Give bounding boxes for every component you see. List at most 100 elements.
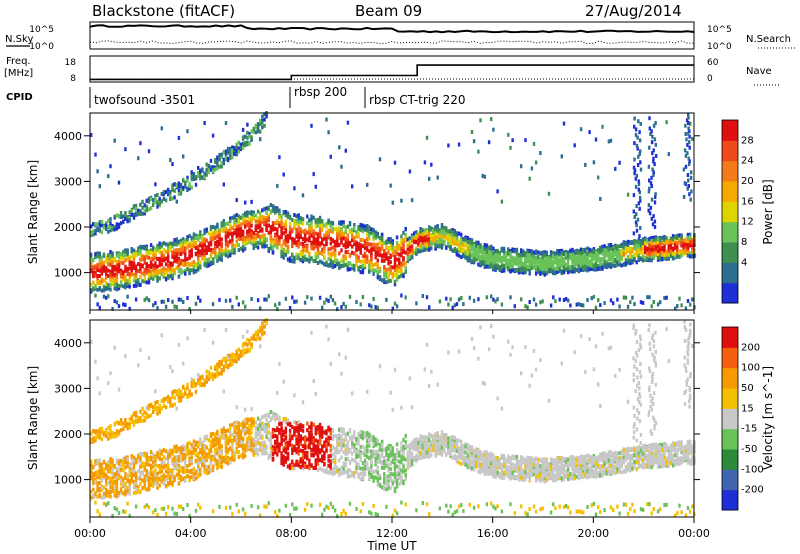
heatmap-cell	[102, 492, 106, 497]
heatmap-cell	[686, 151, 689, 156]
heatmap-cell	[639, 149, 642, 154]
heatmap-cell	[637, 154, 640, 159]
heatmap-cell	[158, 260, 161, 265]
heatmap-cell	[398, 243, 401, 248]
heatmap-cell	[586, 258, 589, 263]
heatmap-cell	[115, 259, 119, 264]
heatmap-cell	[554, 251, 557, 256]
heatmap-cell	[468, 239, 471, 244]
heatmap-cell	[515, 254, 519, 259]
heatmap-cell	[323, 246, 326, 251]
heatmap-cell	[216, 234, 219, 239]
heatmap-cell	[357, 242, 360, 247]
heatmap-cell	[338, 242, 341, 247]
heatmap-cell	[635, 228, 639, 233]
heatmap-cell	[687, 115, 690, 120]
heatmap-cell	[115, 460, 119, 465]
heatmap-cell	[220, 154, 223, 159]
heatmap-cell	[237, 218, 240, 223]
heatmap-cell	[203, 251, 206, 256]
heatmap-cell	[686, 253, 690, 258]
heatmap-cell	[98, 488, 101, 493]
heatmap-cell	[128, 262, 131, 266]
heatmap-cell	[689, 235, 692, 240]
heatmap-cell	[451, 237, 454, 242]
nsky-tick-top: 10^5	[29, 25, 54, 35]
heatmap-cell	[404, 250, 407, 255]
heatmap-cell	[231, 237, 234, 242]
heatmap-cell	[288, 221, 292, 226]
heatmap-cell	[366, 241, 369, 246]
heatmap-cell	[682, 246, 685, 251]
heatmap-cell	[393, 279, 397, 284]
nsearch-tick-top: 10^5	[707, 25, 732, 35]
heatmap-cell	[451, 248, 454, 253]
heatmap-cell	[235, 295, 238, 300]
heatmap-cell	[505, 251, 508, 256]
heatmap-cell	[156, 204, 159, 209]
heatmap-cell	[340, 305, 343, 310]
heatmap-cell	[117, 286, 121, 291]
heatmap-cell	[661, 235, 664, 240]
heatmap-cell	[119, 283, 123, 288]
heatmap-cell	[665, 255, 668, 260]
heatmap-cell	[687, 156, 690, 161]
heatmap-cell	[470, 130, 474, 134]
heatmap-cell	[528, 300, 531, 304]
heatmap-cell	[348, 221, 352, 225]
heatmap-cell	[96, 376, 99, 381]
heatmap-cell	[455, 241, 459, 246]
heatmap-cell	[321, 224, 324, 229]
heatmap-cell	[316, 237, 320, 242]
heatmap-cell	[231, 248, 234, 253]
heatmap-cell	[286, 211, 290, 216]
heatmap-cell	[171, 183, 174, 188]
heatmap-cell	[90, 252, 93, 257]
heatmap-cell	[466, 239, 469, 244]
heatmap-cell	[470, 238, 474, 243]
heatmap-cell	[366, 182, 369, 187]
heatmap-cell	[582, 262, 585, 267]
heatmap-cell	[126, 250, 129, 255]
heatmap-cell	[667, 248, 670, 253]
heatmap-cell	[370, 261, 373, 266]
heatmap-cell	[267, 207, 270, 211]
heatmap-cell	[107, 286, 110, 291]
heatmap-cell	[102, 432, 106, 437]
heatmap-cell	[130, 264, 133, 269]
heatmap-cell	[156, 278, 159, 283]
heatmap-cell	[400, 267, 403, 272]
heatmap-cell	[293, 259, 296, 264]
heatmap-cell	[235, 145, 238, 150]
heatmap-cell	[460, 240, 463, 245]
heatmap-cell	[528, 264, 531, 269]
heatmap-cell	[173, 195, 176, 200]
heatmap-cell	[586, 298, 589, 302]
heatmap-cell	[391, 200, 394, 205]
heatmap-cell	[252, 213, 255, 218]
heatmap-cell	[569, 303, 572, 308]
heatmap-cell	[378, 266, 382, 271]
heatmap-cell	[378, 253, 382, 258]
heatmap-cell	[145, 255, 148, 260]
heatmap-cell	[128, 272, 131, 277]
heatmap-cell	[111, 282, 114, 286]
heatmap-cell	[684, 123, 687, 128]
heatmap-cell	[132, 254, 136, 259]
heatmap-cell	[344, 245, 347, 250]
heatmap-cell	[571, 252, 574, 257]
heatmap-cell	[355, 240, 358, 245]
heatmap-cell	[652, 214, 655, 219]
heatmap-cell	[173, 259, 176, 264]
heatmap-cell	[177, 135, 181, 140]
heatmap-cell	[286, 214, 290, 219]
heatmap-cell	[226, 250, 230, 255]
colorbar-tick-label: 24	[741, 156, 754, 167]
heatmap-cell	[312, 245, 315, 250]
heatmap-cell	[584, 254, 587, 259]
heatmap-cell	[607, 248, 611, 253]
heatmap-cell	[197, 253, 200, 258]
heatmap-cell	[306, 295, 309, 300]
heatmap-cell	[265, 206, 268, 211]
heatmap-cell	[650, 184, 653, 188]
